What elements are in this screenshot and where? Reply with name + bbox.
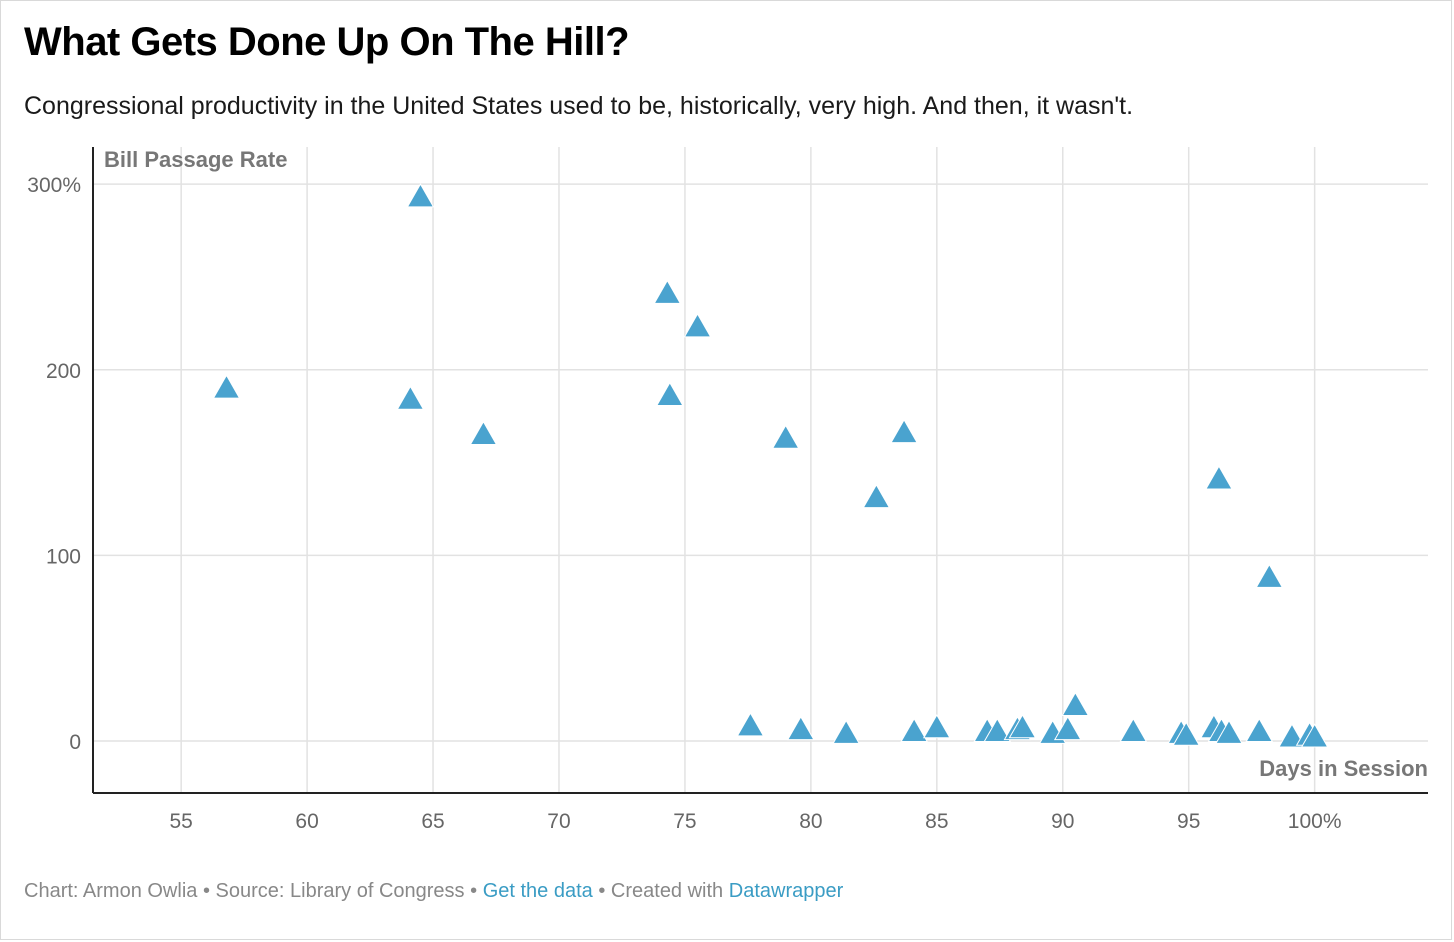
created-with-text: Created with — [610, 880, 724, 902]
data-point-triangle — [890, 418, 918, 444]
data-point-triangle — [786, 715, 815, 741]
scatter-chart: 55 60 65 70 75 80 85 90 95 100% 0 100 200 300% Bill P… — [27, 147, 1428, 833]
data-point-triangle — [1172, 721, 1201, 746]
x-tick-label: 80 — [799, 810, 822, 833]
data-points — [212, 183, 1329, 748]
x-tick-label: 75 — [673, 810, 696, 833]
data-point-triangle — [1061, 691, 1090, 717]
separator: • — [202, 880, 210, 902]
data-point-triangle — [832, 719, 861, 744]
data-point-triangle — [469, 420, 498, 445]
x-tick-label: 90 — [1051, 810, 1074, 833]
y-tick-label: 0 — [69, 731, 81, 754]
axes — [92, 147, 1428, 794]
datawrapper-link[interactable]: Datawrapper — [728, 880, 844, 902]
y-tick-label: 300% — [27, 174, 81, 197]
x-axis-label: Days in Session — [1259, 756, 1428, 781]
get-data-link[interactable]: Get the data — [482, 880, 593, 902]
data-point-triangle — [1215, 719, 1243, 744]
separator: • — [470, 880, 478, 902]
data-point-triangle — [653, 279, 682, 304]
credit-text: Chart: Armon Owlia — [24, 880, 198, 902]
x-tick-label: 100% — [1288, 810, 1342, 833]
data-point-triangle — [655, 381, 684, 406]
data-point-triangle — [1245, 717, 1274, 742]
data-point-triangle — [736, 712, 765, 737]
grid-lines — [93, 147, 1428, 793]
data-point-triangle — [983, 717, 1012, 742]
tick-labels: 55 60 65 70 75 80 85 90 95 100% 0 100 200 300% — [27, 174, 1341, 833]
data-point-triangle — [683, 313, 712, 338]
data-point-triangle — [1008, 714, 1037, 739]
x-tick-label: 55 — [169, 810, 192, 833]
data-point-triangle — [771, 424, 800, 449]
y-tick-label: 100 — [46, 545, 81, 568]
data-point-triangle — [900, 717, 929, 742]
data-point-triangle — [396, 385, 425, 410]
chart-subtitle: Congressional productivity in the United… — [24, 92, 1134, 120]
data-point-triangle — [406, 183, 435, 208]
x-tick-label: 60 — [295, 810, 318, 833]
data-point-triangle — [1255, 563, 1284, 588]
chart-title: What Gets Done Up On The Hill? — [24, 20, 630, 64]
chart-footer: Chart: Armon Owlia • Source: Library of … — [24, 880, 843, 903]
data-point-triangle — [1300, 723, 1329, 748]
y-tick-label: 200 — [46, 360, 81, 383]
source-text: Source: Library of Congress — [215, 880, 465, 902]
x-tick-label: 95 — [1177, 810, 1200, 833]
y-axis-label: Bill Passage Rate — [104, 147, 287, 172]
data-point-triangle — [862, 483, 891, 509]
separator: • — [598, 880, 606, 902]
data-point-triangle — [1119, 717, 1148, 742]
data-point-triangle — [1205, 465, 1233, 490]
x-tick-label: 65 — [421, 810, 444, 833]
x-tick-label: 70 — [547, 810, 570, 833]
data-point-triangle — [922, 714, 951, 739]
data-point-triangle — [212, 374, 241, 399]
x-tick-label: 85 — [925, 810, 948, 833]
data-point-triangle — [1053, 715, 1082, 741]
